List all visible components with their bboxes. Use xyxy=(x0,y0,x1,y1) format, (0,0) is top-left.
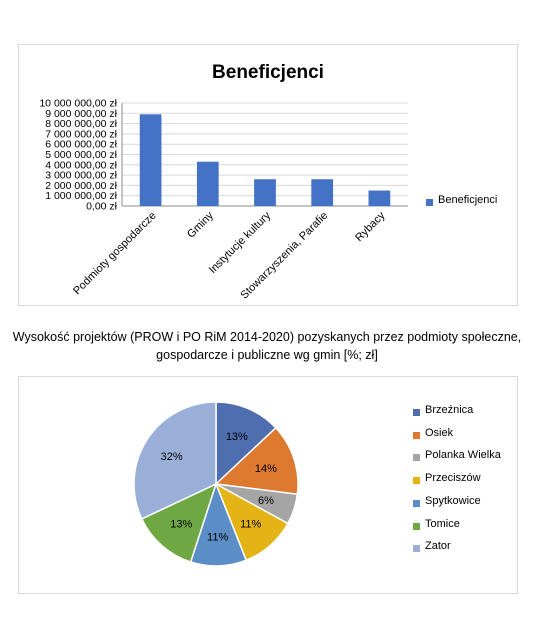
bar-chart-title: Beneficjenci xyxy=(212,62,324,83)
pie-legend-swatch xyxy=(413,431,420,439)
y-tick-label: 8 000 000,00 zł xyxy=(45,118,117,130)
bar-legend-swatch xyxy=(426,199,433,206)
x-tick-label: Podmioty gospodarcze xyxy=(71,210,159,298)
bar xyxy=(254,179,276,206)
pie-slice xyxy=(214,426,299,496)
pie-chart: 13% 14% 6% 11% 11% 13% 32% xyxy=(133,401,299,567)
bar xyxy=(196,161,219,206)
pie-legend-label: Przeciszów xyxy=(425,472,481,485)
y-tick-label: 3 000 000,00 zł xyxy=(45,170,117,182)
y-tick-label: 10 000 000,00 zł xyxy=(39,98,117,110)
y-tick-label: 0,00 zł xyxy=(86,201,118,213)
caption-line-1: Wysokość projektów (PROW i PO RiM 2014-2… xyxy=(12,330,522,344)
pie-slice xyxy=(215,401,277,486)
pie-legend-label: Polanka Wielka xyxy=(425,449,501,462)
y-tick-label: 2 000 000,00 zł xyxy=(45,180,117,192)
pie-value-label: 11% xyxy=(240,518,261,530)
pie-value-label: 14% xyxy=(255,463,277,475)
pie-legend-label: Osiek xyxy=(425,426,454,439)
bar xyxy=(139,114,162,206)
pie-chart-panel: 13% 14% 6% 11% 11% 13% 32% Brzeźnica Osiek Polan… xyxy=(18,376,518,594)
pie-value-label: 32% xyxy=(161,451,183,463)
pie-chart-caption: Wysokość projektów (PROW i PO RiM 2014-2… xyxy=(0,328,534,364)
bar xyxy=(311,179,334,206)
bar-chart-panel: Beneficjenci 0,00 zł 1 000 000,00 zł 2 000… xyxy=(18,44,518,306)
pie-legend-swatch xyxy=(413,545,420,553)
y-tick-label: 7 000 000,00 zł xyxy=(45,128,117,140)
pie-legend-label: Zator xyxy=(425,540,451,553)
pie-legend-swatch xyxy=(413,454,420,462)
pie-value-label: 13% xyxy=(226,431,248,443)
pie-legend-swatch xyxy=(413,477,420,485)
x-tick-label: Rybacy xyxy=(353,209,388,244)
x-tick-label: Instytucje kultury xyxy=(207,209,274,276)
bar-chart: 0,00 zł1 000 000,00 zł2 000 000,00 zł3 0… xyxy=(39,98,408,302)
y-tick-label: 5 000 000,00 zł xyxy=(45,149,117,161)
pie-value-label: 13% xyxy=(170,518,192,530)
pie-legend-swatch xyxy=(413,522,420,530)
pie-legend-label: Brzeźnica xyxy=(425,404,474,416)
pie-legend-label: Spytkowice xyxy=(425,494,481,507)
x-tick-label: Gminy xyxy=(185,209,216,240)
pie-value-label: 6% xyxy=(258,495,274,507)
bar-legend-label: Beneficjenci xyxy=(438,194,498,206)
pie-legend-label: Tomice xyxy=(425,517,460,530)
pie-slice xyxy=(133,401,217,520)
bar xyxy=(368,190,391,206)
y-tick-label: 9 000 000,00 zł xyxy=(45,108,117,120)
pie-legend-swatch xyxy=(413,409,420,416)
pie-value-label: 11% xyxy=(207,531,228,543)
pie-slice xyxy=(140,482,218,563)
caption-line-2: gospodarcze i publiczne wg gmin [%; zł] xyxy=(156,348,378,362)
y-tick-label: 1 000 000,00 zł xyxy=(45,190,117,202)
y-tick-label: 4 000 000,00 zł xyxy=(45,159,117,171)
pie-legend-swatch xyxy=(413,499,420,507)
y-tick-label: 6 000 000,00 zł xyxy=(45,139,117,151)
